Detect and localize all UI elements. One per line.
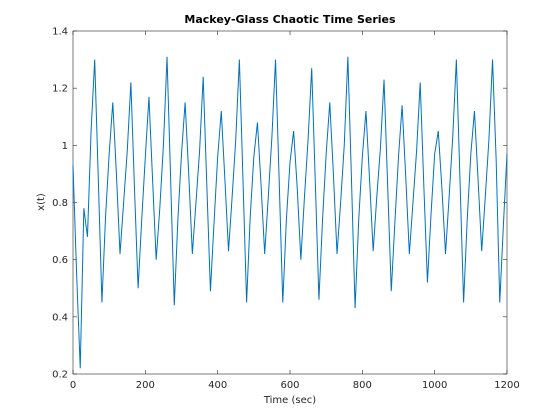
y-tick-label: 1.2 [52,84,68,95]
y-tick-label: 0.8 [52,198,68,209]
x-tick-label: 400 [208,380,227,391]
y-tick-label: 1 [62,141,68,152]
x-tick-label: 800 [353,380,372,391]
chart-title: Mackey-Glass Chaotic Time Series [184,13,396,26]
series-line [72,56,508,369]
plot-area [72,30,508,375]
x-tick-label: 1000 [422,380,447,391]
y-tick-label: 0.2 [52,370,68,381]
x-tick-label: 600 [280,380,299,391]
y-tick-label: 1.4 [52,27,68,38]
x-axis-label: Time (sec) [263,395,316,406]
y-tick-label: 0.6 [52,255,68,266]
y-tick-label: 0.4 [52,312,68,323]
x-tick-label: 0 [70,380,76,391]
y-axis-label: x(t) [36,193,47,211]
x-tick-label: 200 [136,380,155,391]
x-tick-label: 1200 [494,380,519,391]
